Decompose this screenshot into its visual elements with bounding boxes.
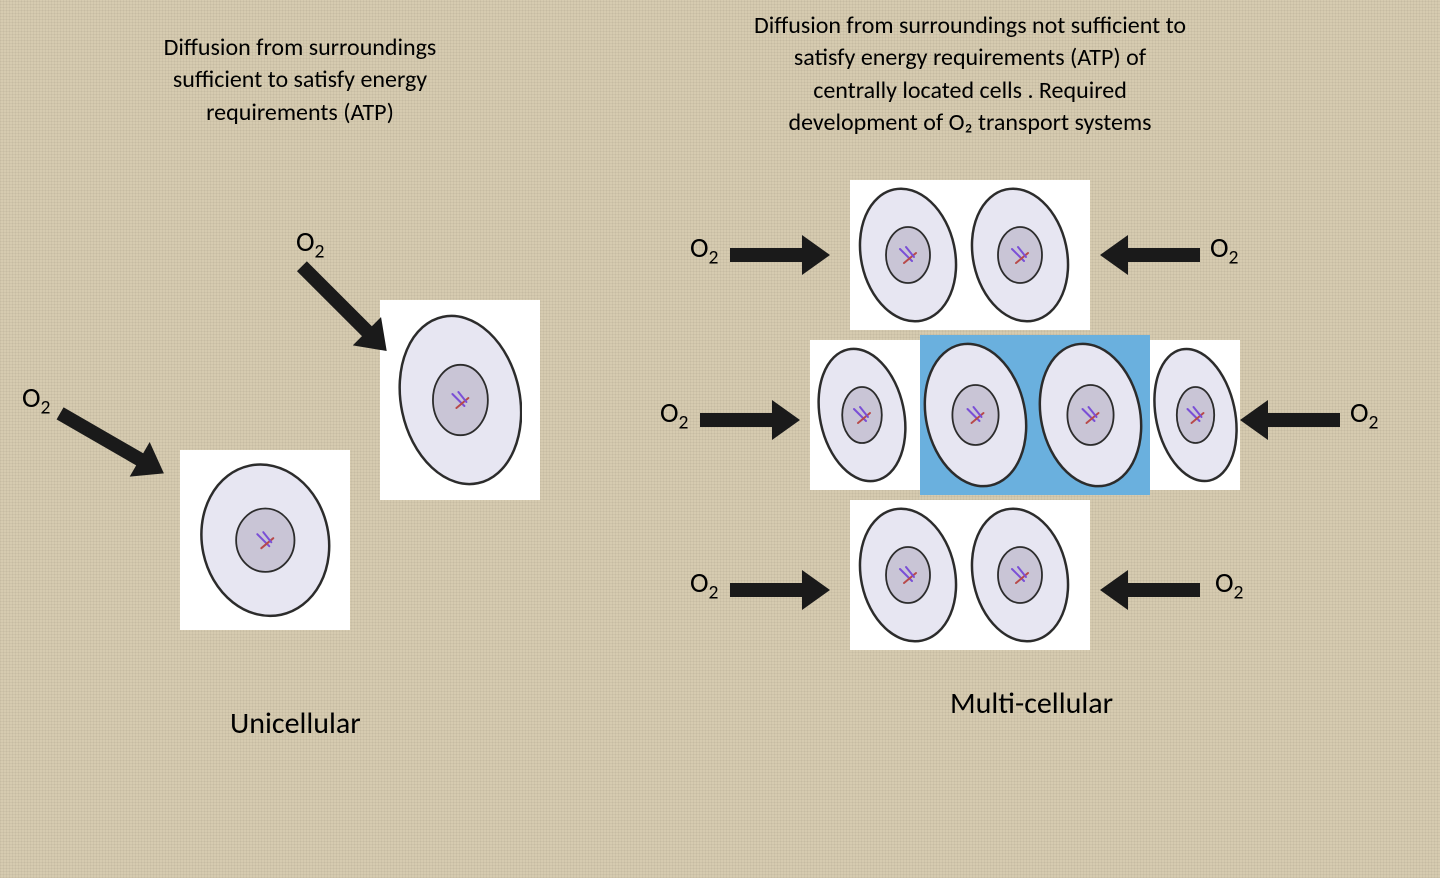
left-title: Unicellular	[230, 705, 361, 742]
oxygen-label: O2	[296, 224, 324, 264]
oxygen-label: O2	[1215, 565, 1243, 605]
right-caption-line3: centrally located cells . Required	[650, 75, 1290, 107]
oxygen-arrow	[50, 396, 174, 491]
oxygen-label: O2	[1350, 395, 1378, 435]
left-caption-line3: requirements (ATP)	[90, 97, 510, 129]
cell-icon	[858, 185, 958, 325]
cell-icon	[398, 312, 523, 488]
oxygen-label: O2	[690, 565, 718, 605]
right-caption-line2: satisfy energy requirements (ATP) of	[650, 42, 1290, 74]
left-caption: Diffusion from surroundings sufficient t…	[90, 32, 510, 129]
oxygen-arrow	[1100, 235, 1200, 275]
right-caption-line1: Diffusion from surroundings not sufficie…	[650, 10, 1290, 42]
right-caption: Diffusion from surroundings not sufficie…	[650, 10, 1290, 140]
oxygen-arrow	[730, 570, 830, 610]
cell-icon	[1038, 340, 1143, 490]
right-title: Multi-cellular	[950, 685, 1113, 722]
left-caption-line1: Diffusion from surroundings	[90, 32, 510, 64]
oxygen-arrow	[1100, 570, 1200, 610]
right-caption-line4: development of O₂ transport systems	[650, 107, 1290, 139]
cell-icon	[199, 461, 332, 619]
oxygen-arrow	[730, 235, 830, 275]
oxygen-arrow	[700, 400, 800, 440]
oxygen-label: O2	[660, 395, 688, 435]
oxygen-label: O2	[1210, 230, 1238, 270]
oxygen-label: O2	[22, 380, 50, 420]
cell-icon	[923, 340, 1028, 490]
cell-icon	[970, 185, 1070, 325]
cell-icon	[817, 345, 907, 485]
oxygen-label: O2	[690, 230, 718, 270]
oxygen-arrow	[1240, 400, 1340, 440]
cell-icon	[1153, 345, 1238, 485]
cell-icon	[858, 505, 958, 645]
left-caption-line2: sufficient to satisfy energy	[90, 64, 510, 96]
cell-icon	[970, 505, 1070, 645]
